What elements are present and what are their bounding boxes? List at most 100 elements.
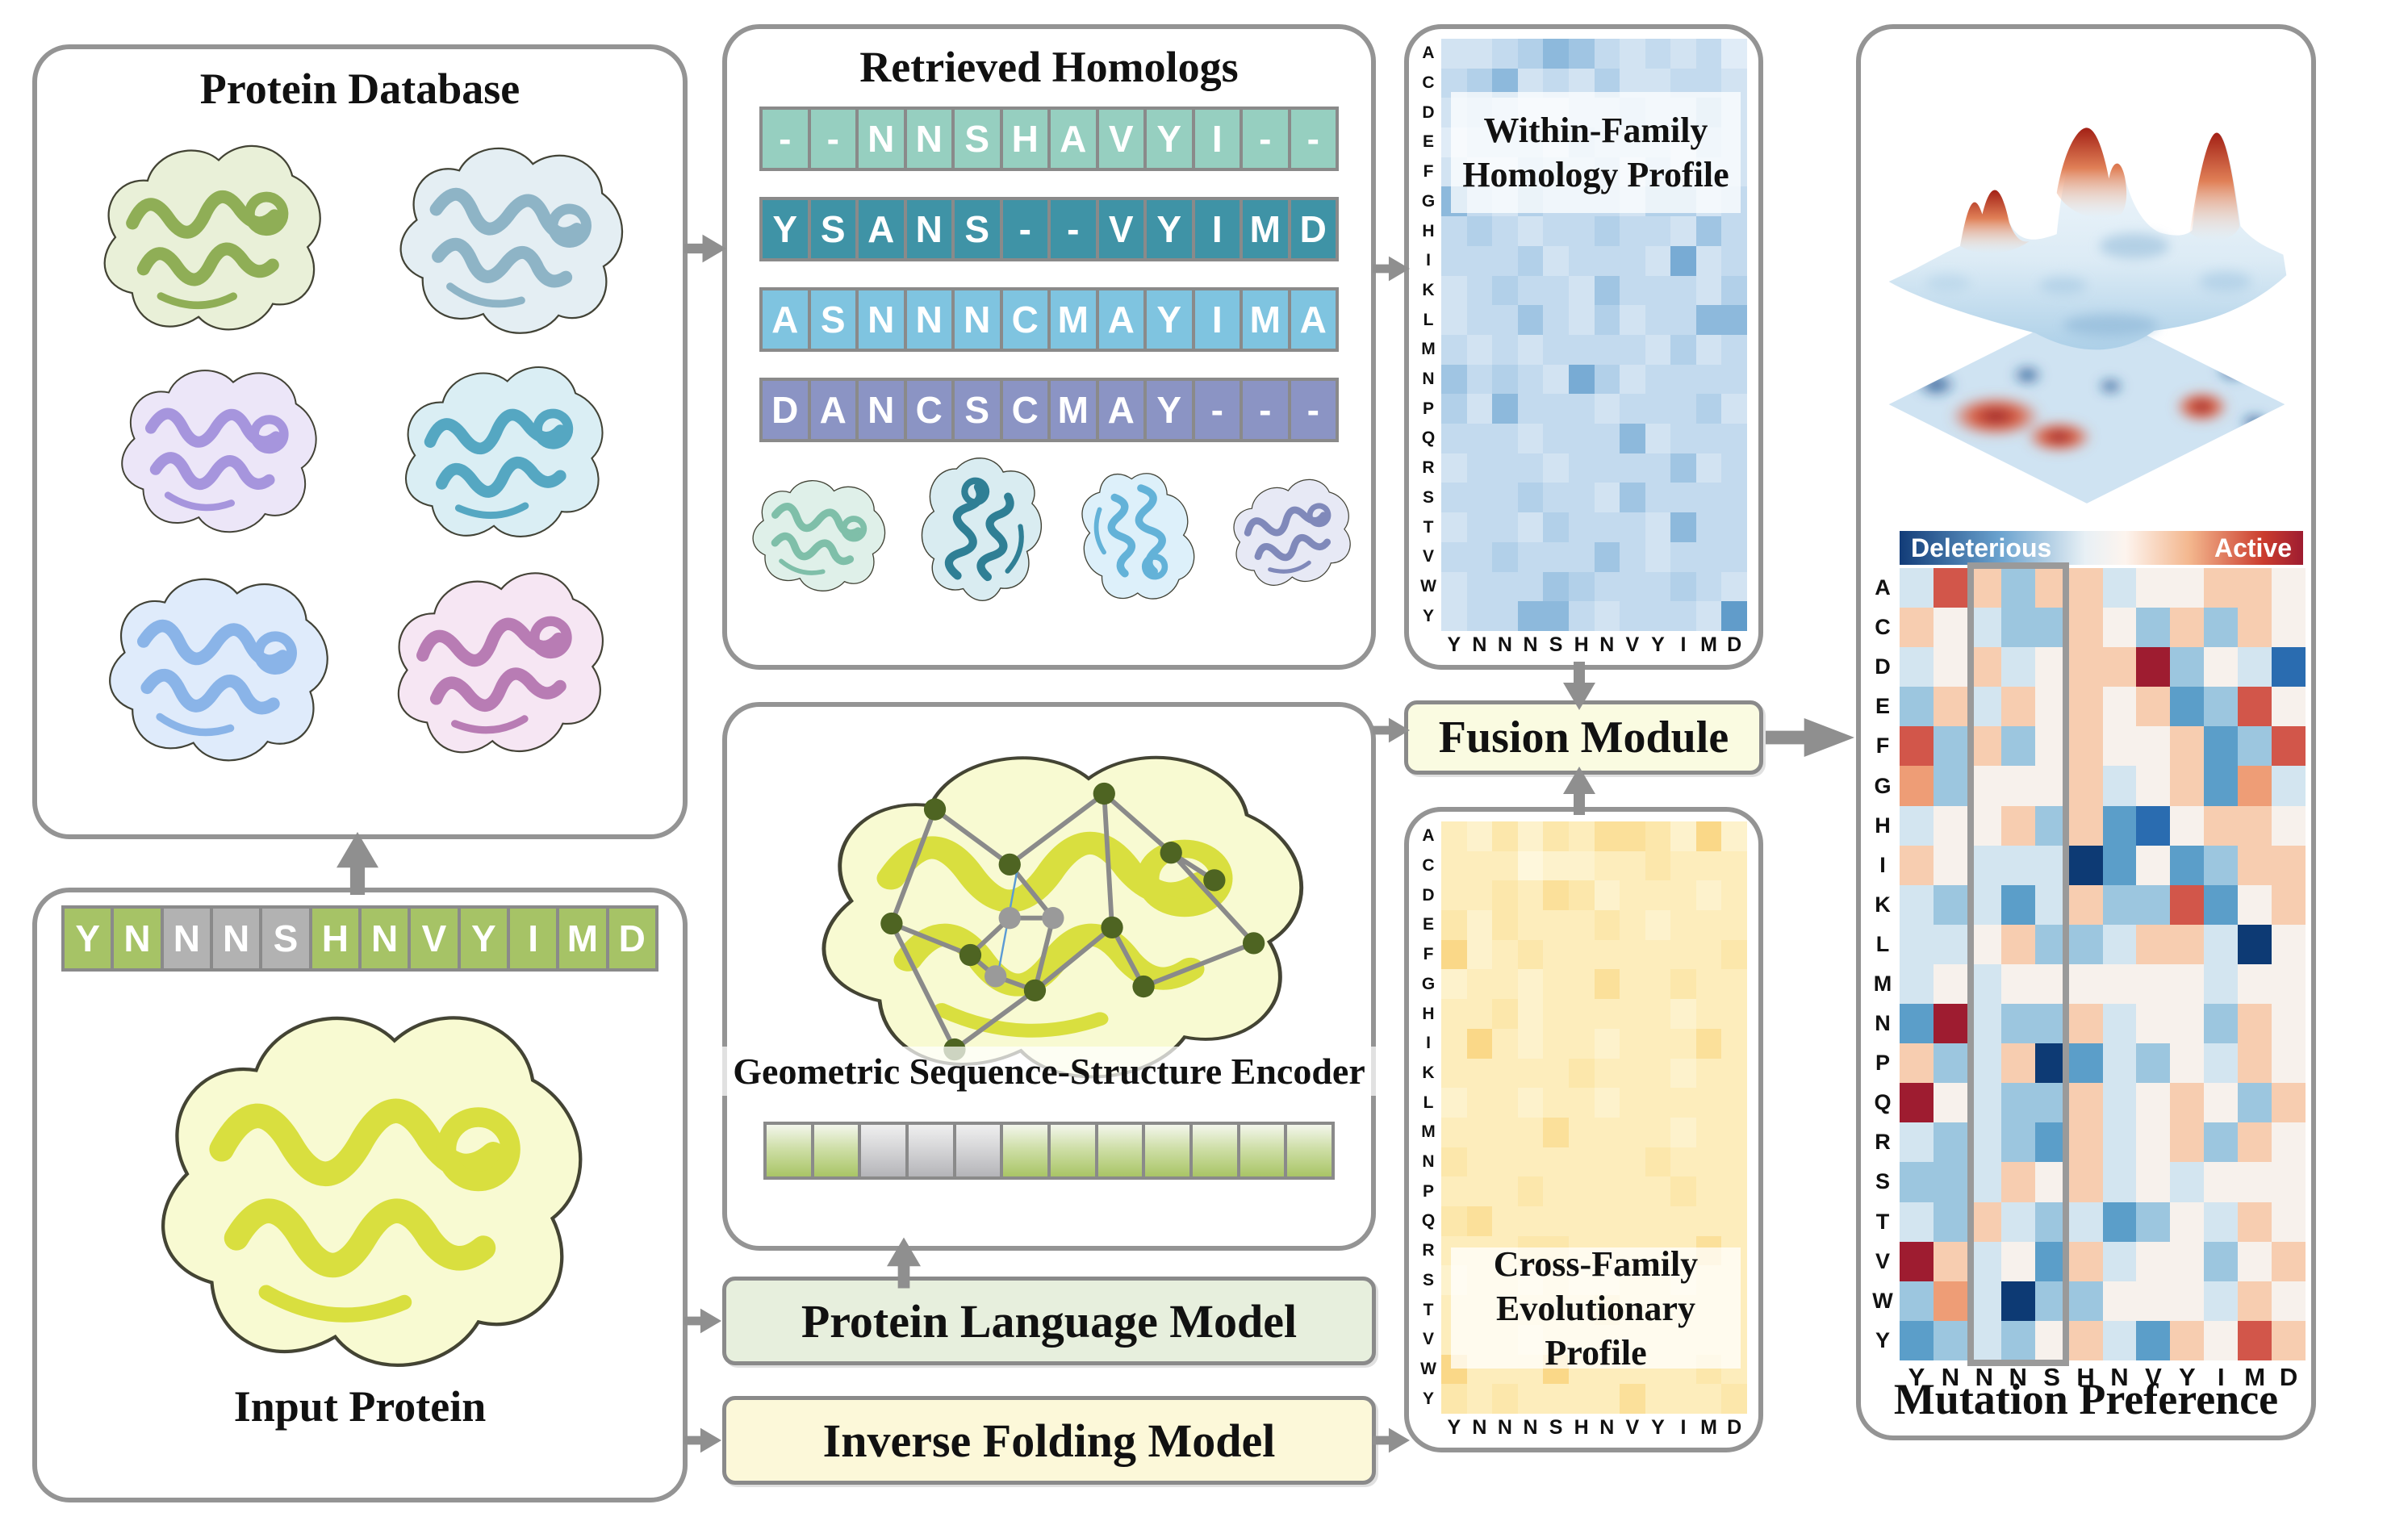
protein-structure [1048, 443, 1230, 621]
heatmap-cell [2170, 1241, 2205, 1281]
heatmap-cell [1695, 364, 1722, 395]
heatmap-cell [1568, 880, 1595, 911]
heatmap-cell [1645, 1088, 1671, 1118]
heatmap-cell [1441, 999, 1467, 1029]
heatmap-cell [2272, 1043, 2306, 1084]
heatmap-cell [1543, 571, 1569, 602]
col-label: N [1599, 1415, 1615, 1439]
heatmap-cell [2068, 1162, 2103, 1202]
row-label: V [1875, 1248, 1890, 1273]
heatmap-cell [2204, 1281, 2239, 1321]
heatmap-cell [1721, 939, 1747, 970]
heatmap-cell [2034, 1201, 2069, 1242]
heatmap-cell [1721, 453, 1747, 483]
heatmap-cell [1670, 850, 1696, 881]
row-label: D [1875, 654, 1891, 679]
sequence-cell: M [556, 909, 606, 968]
heatmap-cell [1466, 216, 1493, 246]
heatmap-cell [1670, 275, 1696, 306]
heatmap-cell [1670, 424, 1696, 453]
fitness-landscape-3d [1888, 127, 2287, 504]
heatmap-cell [1695, 1028, 1722, 1059]
row-label: A [1875, 575, 1891, 600]
heatmap-cell [1620, 601, 1645, 631]
heatmap-cell [1967, 805, 2001, 846]
heatmap-cell [1670, 1117, 1696, 1147]
heatmap-cell [1933, 1241, 1967, 1281]
heatmap-cell [1594, 216, 1620, 246]
sequence-cell: - [1240, 381, 1288, 439]
heatmap-cell [1517, 1028, 1544, 1059]
heatmap-cell [1568, 939, 1595, 970]
heatmap-cell [2238, 647, 2272, 687]
heatmap-cell [1620, 424, 1645, 453]
heatmap-cell [1594, 334, 1620, 365]
heatmap-cell [1594, 541, 1620, 572]
heatmap-cell [1517, 216, 1544, 246]
heatmap-cell [2170, 766, 2205, 806]
heatmap-cell [1492, 245, 1518, 276]
col-label: Y [1447, 1415, 1461, 1439]
heatmap-cell [1670, 821, 1696, 851]
heatmap-cell [1517, 821, 1544, 851]
heatmap-cell [1670, 1058, 1696, 1089]
heatmap-cell [2000, 608, 2035, 648]
heatmap-cell [1568, 424, 1595, 453]
heatmap-cell [1441, 364, 1467, 395]
heatmap-cell [1492, 1206, 1518, 1236]
heatmap-cell [2170, 1162, 2205, 1202]
heatmap-cell [1721, 216, 1747, 246]
heatmap-cell [1695, 483, 1722, 513]
row-label: P [1875, 1051, 1890, 1076]
heatmap-cell [1670, 601, 1696, 631]
heatmap-cell [2034, 1162, 2069, 1202]
encoder-illustration: Geometric Sequence-Structure Encoder [718, 715, 1380, 1101]
heatmap-cell [2136, 845, 2171, 885]
heatmap-cell [1543, 999, 1569, 1029]
heatmap-cell [1568, 1088, 1595, 1118]
heatmap-cell [1645, 1206, 1671, 1236]
heatmap-cell [2238, 608, 2272, 648]
heatmap-cell [1670, 1147, 1696, 1177]
heatmap-cell [2034, 1122, 2069, 1163]
sequence-cell: - [1240, 110, 1288, 168]
heatmap-cell [1620, 880, 1645, 911]
encoder-panel: Geometric Sequence-Structure Encoder [718, 702, 1380, 1251]
heatmap-cell [2000, 726, 2035, 767]
row-label: H [1422, 1004, 1435, 1023]
heatmap-cell [2136, 1083, 2171, 1123]
heatmap-cell [1620, 364, 1645, 395]
col-label: N [1599, 633, 1615, 656]
col-label: M [1700, 1415, 1717, 1439]
heatmap-cell [2204, 608, 2239, 648]
heatmap-cell [2238, 1320, 2272, 1360]
heatmap-cell [1543, 334, 1569, 365]
heatmap-cell [1568, 821, 1595, 851]
heatmap-cell [1517, 364, 1544, 395]
heatmap-cell [1900, 884, 1934, 925]
col-label: N [1975, 1363, 1993, 1391]
homolog-structures [727, 442, 1371, 619]
heatmap-cell [1721, 601, 1747, 631]
heatmap-cell [1517, 939, 1544, 970]
heatmap-cell [1517, 1058, 1544, 1089]
heatmap-cell [1721, 245, 1747, 276]
heatmap-cell [1670, 999, 1696, 1029]
heatmap-cell [2272, 963, 2306, 1005]
heatmap-cell [1645, 880, 1671, 911]
heatmap-cell [2204, 845, 2239, 885]
heatmap-cell [2204, 726, 2239, 767]
heatmap-cell [2034, 884, 2069, 925]
heatmap-cell [1594, 1147, 1620, 1177]
heatmap-cell [1568, 1028, 1595, 1059]
heatmap-cell [2170, 1043, 2205, 1084]
heatmap-cell [1543, 39, 1569, 69]
heatmap-cell [2102, 1043, 2137, 1084]
heatmap-cell [2068, 1281, 2103, 1321]
heatmap-cell [2238, 1083, 2272, 1123]
heatmap-cell [1967, 568, 2001, 608]
heatmap-cell [1933, 1162, 1967, 1202]
heatmap-cell [1967, 1320, 2001, 1360]
heatmap-cell [1645, 1028, 1671, 1059]
